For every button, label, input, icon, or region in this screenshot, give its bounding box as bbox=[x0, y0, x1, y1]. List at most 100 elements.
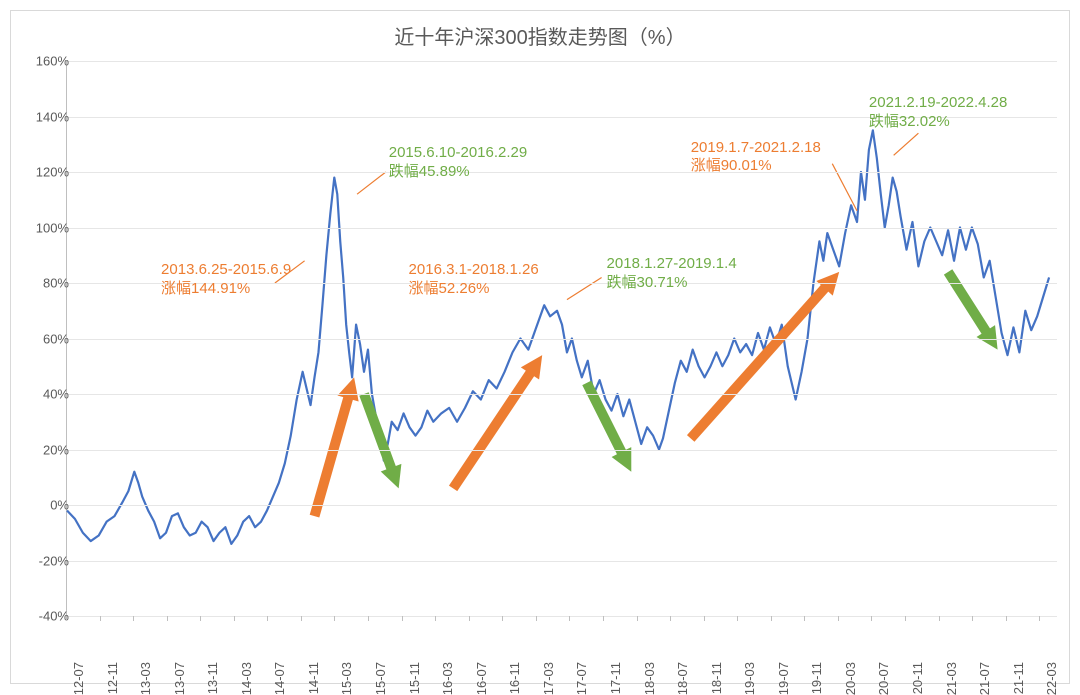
x-tick-mark bbox=[66, 616, 67, 621]
y-tick-label: 120% bbox=[19, 165, 69, 180]
x-tick-label: 18-11 bbox=[709, 662, 724, 694]
trend-arrow bbox=[310, 377, 359, 517]
x-tick-mark bbox=[737, 616, 738, 621]
annotation-pointer bbox=[357, 172, 386, 194]
y-tick-label: -20% bbox=[19, 553, 69, 568]
annotation-pointer bbox=[832, 164, 857, 211]
x-tick-label: 17-07 bbox=[574, 662, 589, 695]
trend-arrow bbox=[359, 392, 401, 488]
x-tick-label: 19-11 bbox=[809, 662, 824, 694]
chart-container: 近十年沪深300指数走势图（%） 2013.6.25-2015.6.9涨幅144… bbox=[10, 10, 1070, 684]
annotation-date-range: 2019.1.7-2021.2.18 bbox=[691, 139, 821, 158]
x-tick-mark bbox=[905, 616, 906, 621]
x-tick-mark bbox=[1039, 616, 1040, 621]
x-tick-mark bbox=[536, 616, 537, 621]
annotation-date-range: 2016.3.1-2018.1.26 bbox=[409, 261, 539, 280]
x-tick-mark bbox=[435, 616, 436, 621]
x-tick-mark bbox=[972, 616, 973, 621]
annotation-pointer bbox=[567, 277, 602, 299]
annotation-change: 跌幅30.71% bbox=[607, 274, 737, 293]
annotation-change: 涨幅52.26% bbox=[409, 280, 539, 299]
gridline bbox=[67, 61, 1057, 62]
gridline bbox=[67, 505, 1057, 506]
x-tick-mark bbox=[771, 616, 772, 621]
x-tick-mark bbox=[838, 616, 839, 621]
y-tick-label: 80% bbox=[19, 276, 69, 291]
annotation-label: 2018.1.27-2019.1.4跌幅30.71% bbox=[607, 255, 737, 293]
annotation-label: 2021.2.19-2022.4.28跌幅32.02% bbox=[869, 94, 1007, 132]
x-tick-mark bbox=[804, 616, 805, 621]
x-tick-label: 18-03 bbox=[642, 662, 657, 695]
x-tick-label: 20-07 bbox=[876, 662, 891, 695]
x-tick-mark bbox=[100, 616, 101, 621]
chart-title: 近十年沪深300指数走势图（%） bbox=[11, 21, 1069, 50]
y-tick-label: 100% bbox=[19, 220, 69, 235]
x-tick-mark bbox=[267, 616, 268, 621]
x-tick-label: 15-07 bbox=[373, 662, 388, 695]
x-tick-label: 15-03 bbox=[339, 662, 354, 695]
x-tick-label: 22-03 bbox=[1044, 662, 1059, 695]
y-tick-label: 140% bbox=[19, 109, 69, 124]
trend-arrow bbox=[687, 272, 839, 442]
x-tick-label: 19-03 bbox=[742, 662, 757, 695]
x-tick-label: 20-03 bbox=[843, 662, 858, 695]
x-tick-mark bbox=[200, 616, 201, 621]
annotation-label: 2019.1.7-2021.2.18涨幅90.01% bbox=[691, 139, 821, 177]
x-tick-mark bbox=[1006, 616, 1007, 621]
x-tick-label: 21-07 bbox=[977, 662, 992, 695]
y-tick-label: 20% bbox=[19, 442, 69, 457]
x-tick-label: 17-11 bbox=[608, 662, 623, 694]
x-tick-mark bbox=[167, 616, 168, 621]
annotation-label: 2016.3.1-2018.1.26涨幅52.26% bbox=[409, 261, 539, 299]
gridline bbox=[67, 228, 1057, 229]
x-tick-mark bbox=[871, 616, 872, 621]
gridline bbox=[67, 616, 1057, 617]
annotation-date-range: 2013.6.25-2015.6.9 bbox=[161, 261, 291, 280]
annotation-date-range: 2021.2.19-2022.4.28 bbox=[869, 94, 1007, 113]
gridline bbox=[67, 450, 1057, 451]
x-tick-mark bbox=[502, 616, 503, 621]
x-tick-label: 14-07 bbox=[272, 662, 287, 695]
annotation-change: 涨幅144.91% bbox=[161, 280, 291, 299]
y-tick-label: 0% bbox=[19, 498, 69, 513]
x-tick-label: 16-07 bbox=[474, 662, 489, 695]
x-tick-label: 13-07 bbox=[172, 662, 187, 695]
x-tick-mark bbox=[334, 616, 335, 621]
x-tick-label: 14-11 bbox=[306, 662, 321, 694]
x-tick-label: 15-11 bbox=[407, 662, 422, 694]
plot-area: 2013.6.25-2015.6.9涨幅144.91% 2015.6.10-201… bbox=[66, 61, 1057, 616]
x-tick-label: 12-11 bbox=[105, 662, 120, 694]
x-tick-mark bbox=[301, 616, 302, 621]
annotation-label: 2015.6.10-2016.2.29跌幅45.89% bbox=[389, 144, 527, 182]
trend-arrow bbox=[449, 355, 542, 491]
y-tick-label: 60% bbox=[19, 331, 69, 346]
annotation-date-range: 2018.1.27-2019.1.4 bbox=[607, 255, 737, 274]
annotation-pointer bbox=[894, 133, 919, 155]
annotation-change: 涨幅90.01% bbox=[691, 157, 821, 176]
x-tick-mark bbox=[133, 616, 134, 621]
y-tick-label: 40% bbox=[19, 387, 69, 402]
x-tick-label: 17-03 bbox=[541, 662, 556, 695]
annotation-label: 2013.6.25-2015.6.9涨幅144.91% bbox=[161, 261, 291, 299]
x-tick-label: 18-07 bbox=[675, 662, 690, 695]
gridline bbox=[67, 339, 1057, 340]
x-tick-label: 19-07 bbox=[776, 662, 791, 695]
annotation-change: 跌幅32.02% bbox=[869, 113, 1007, 132]
x-tick-mark bbox=[637, 616, 638, 621]
price-line bbox=[67, 130, 1049, 543]
x-tick-label: 16-11 bbox=[507, 662, 522, 694]
x-tick-mark bbox=[368, 616, 369, 621]
x-tick-mark bbox=[603, 616, 604, 621]
x-tick-label: 21-11 bbox=[1011, 662, 1026, 694]
gridline bbox=[67, 561, 1057, 562]
x-tick-mark bbox=[670, 616, 671, 621]
x-tick-mark bbox=[469, 616, 470, 621]
x-tick-label: 13-03 bbox=[138, 662, 153, 695]
x-tick-mark bbox=[234, 616, 235, 621]
annotation-change: 跌幅45.89% bbox=[389, 163, 527, 182]
annotation-date-range: 2015.6.10-2016.2.29 bbox=[389, 144, 527, 163]
x-tick-label: 20-11 bbox=[910, 662, 925, 694]
gridline bbox=[67, 394, 1057, 395]
x-tick-mark bbox=[939, 616, 940, 621]
y-tick-label: -40% bbox=[19, 609, 69, 624]
